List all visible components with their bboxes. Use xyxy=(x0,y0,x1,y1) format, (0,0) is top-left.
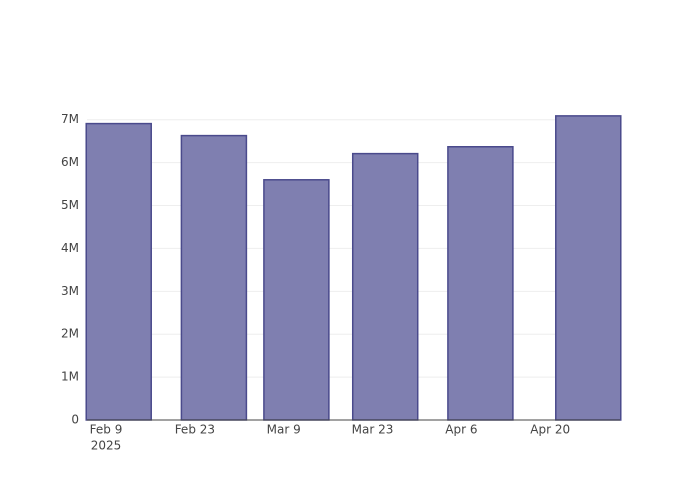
bar xyxy=(85,122,152,421)
y-tick-label: 4M xyxy=(61,241,79,255)
bar xyxy=(263,179,330,421)
y-tick-label: 3M xyxy=(61,284,79,298)
y-tick-label: 1M xyxy=(61,370,79,384)
x-tick-label: Mar 23 xyxy=(352,423,394,437)
x-axis-year: 2025 xyxy=(91,439,122,453)
bar xyxy=(555,115,622,421)
bar xyxy=(447,146,514,421)
y-tick-label: 5M xyxy=(61,198,79,212)
y-tick-label: 0 xyxy=(71,413,79,427)
bar xyxy=(180,134,248,421)
bar xyxy=(351,152,419,421)
x-tick-label: Feb 9 xyxy=(90,423,123,437)
x-tick-label: Apr 20 xyxy=(530,423,570,437)
y-tick-label: 7M xyxy=(61,112,79,126)
y-tick-label: 2M xyxy=(61,327,79,341)
x-tick-label: Apr 6 xyxy=(445,423,477,437)
y-tick-label: 6M xyxy=(61,155,79,169)
x-tick-label: Mar 9 xyxy=(267,423,301,437)
x-tick-label: Feb 23 xyxy=(175,423,215,437)
